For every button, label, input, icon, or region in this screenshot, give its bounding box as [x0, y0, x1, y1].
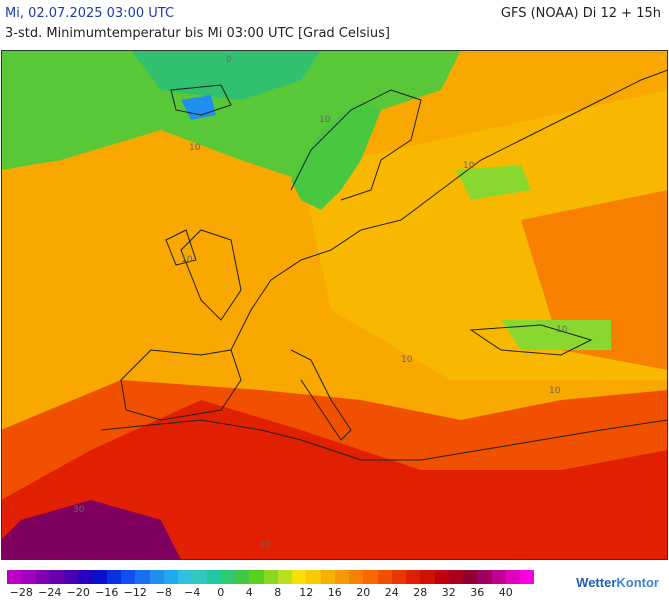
cool-north: [1, 50, 461, 180]
contour-label: 0: [226, 55, 232, 65]
legend-swatch: [306, 570, 321, 584]
legend-tick-label: −24: [38, 586, 62, 599]
coastline-uk: [180, 229, 242, 321]
legend-swatch: [21, 570, 36, 584]
legend-swatch: [334, 570, 349, 584]
legend-swatch: [49, 570, 64, 584]
legend-swatch: [92, 570, 107, 584]
legend-swatch: [78, 570, 93, 584]
contour-label: 10: [319, 115, 331, 125]
wetterkontor-logo: WetterKontor: [576, 575, 659, 590]
turkey-cool: [501, 320, 611, 350]
legend-swatch: [277, 570, 292, 584]
legend-tick-label: −20: [66, 586, 90, 599]
coastline-mediterranean: [100, 419, 668, 461]
coastline-italy: [290, 349, 352, 441]
legend-tick-label: −4: [184, 586, 201, 599]
contour-label: 10: [549, 386, 561, 396]
contour-label: 30: [259, 541, 271, 551]
legend-swatch: [235, 570, 250, 584]
parameter-title: 3-std. Minimumtemperatur bis Mi 03:00 UT…: [5, 26, 390, 41]
contour-label: 30: [73, 505, 85, 515]
legend-swatch: [121, 570, 136, 584]
legend-swatch: [263, 570, 278, 584]
legend-swatch: [520, 570, 535, 584]
cold-spot: [181, 95, 216, 120]
legend-swatch: [35, 570, 50, 584]
temperature-map: 0 10 10 10 10 10 10 10 30 30: [1, 50, 668, 560]
cool-north-inner: [131, 50, 321, 100]
legend-tick-label: 24: [384, 586, 399, 599]
coastline-ireland: [165, 229, 197, 266]
contour-label: 10: [463, 161, 475, 171]
legend-swatch: [206, 570, 221, 584]
legend-tick-label: 8: [274, 586, 282, 599]
legend-tick-label: −8: [155, 586, 172, 599]
coastline-europe: [230, 69, 668, 351]
legend-swatch: [505, 570, 520, 584]
legend-tick-label: −28: [9, 586, 33, 599]
legend-tick-label: 16: [327, 586, 342, 599]
coastline-iberia: [120, 349, 242, 421]
contour-label: 10: [556, 325, 568, 335]
legend-swatch: [349, 570, 364, 584]
legend-tick-label: −16: [95, 586, 119, 599]
legend-swatch: [135, 570, 150, 584]
legend-swatch: [106, 570, 121, 584]
legend-tick-label: 12: [299, 586, 314, 599]
legend-swatch: [178, 570, 193, 584]
russia-cool: [456, 165, 531, 200]
legend-tick-label: 36: [470, 586, 485, 599]
coastline-scandinavia: [290, 89, 422, 201]
legend-tick-label: 0: [217, 586, 225, 599]
legend-swatch: [249, 570, 264, 584]
color-scale-labels: −28 −24 −20 −16 −12 −8 −4 0 4 8 12 16 20 24 28 32 36 40: [7, 586, 537, 600]
legend-swatch: [448, 570, 463, 584]
legend-swatch: [477, 570, 492, 584]
model-run: GFS (NOAA) Di 12 + 15h: [500, 6, 661, 21]
legend-swatch: [391, 570, 406, 584]
legend-swatch: [377, 570, 392, 584]
valid-time: Mi, 02.07.2025 03:00 UTC: [5, 6, 175, 21]
legend-tick-label: −12: [123, 586, 147, 599]
legend-swatch: [7, 570, 22, 584]
legend-swatch: [463, 570, 478, 584]
legend-swatch: [292, 570, 307, 584]
legend-tick-label: 32: [441, 586, 456, 599]
legend-swatch: [363, 570, 378, 584]
legend-tick-label: 4: [245, 586, 253, 599]
legend-swatch: [220, 570, 235, 584]
legend-swatch: [192, 570, 207, 584]
contour-label: 10: [189, 143, 201, 153]
coastline-iceland: [170, 84, 232, 116]
legend-swatch: [163, 570, 178, 584]
very-hot-africa: [1, 400, 668, 560]
legend-swatch: [149, 570, 164, 584]
legend-swatch: [406, 570, 421, 584]
legend-swatch: [434, 570, 449, 584]
legend-tick-label: 20: [356, 586, 371, 599]
contour-label: 10: [181, 255, 193, 265]
legend-tick-label: 28: [413, 586, 428, 599]
contour-label: 10: [401, 355, 413, 365]
legend-swatch: [420, 570, 435, 584]
extreme-heat: [1, 500, 181, 560]
coastline-blacksea: [469, 324, 593, 356]
legend-swatch: [320, 570, 335, 584]
color-scale: [7, 570, 535, 584]
legend-tick-label: 40: [498, 586, 513, 599]
scandinavia-cool: [291, 100, 381, 210]
legend-swatch: [491, 570, 506, 584]
legend-swatch: [64, 570, 79, 584]
